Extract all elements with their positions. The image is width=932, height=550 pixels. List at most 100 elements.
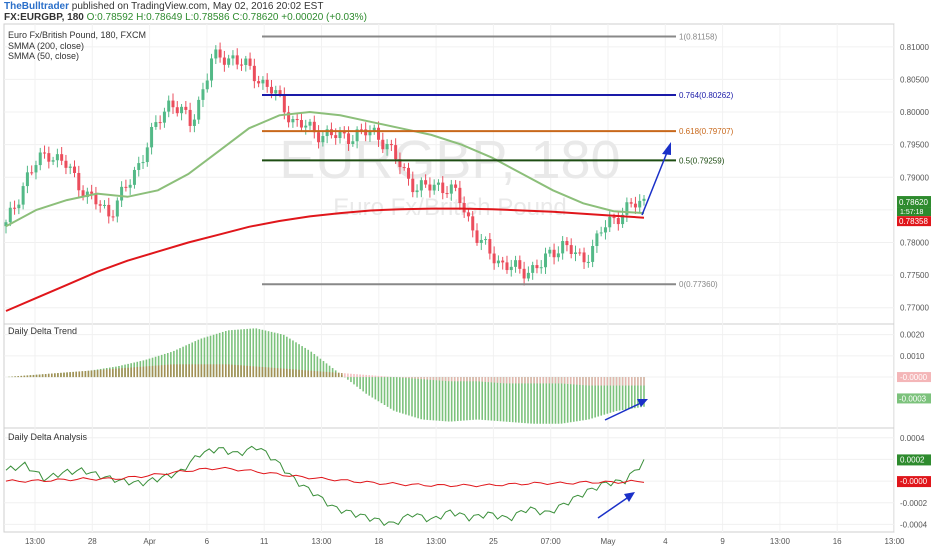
author-link[interactable]: TheBulltrader: [4, 1, 70, 12]
candle-body: [180, 106, 184, 114]
x-tick-label: 6: [205, 537, 210, 546]
smma200-line: [5, 207, 645, 312]
legend-delta-trend: Daily Delta Trend: [8, 326, 77, 336]
candle-body: [30, 172, 34, 174]
symbol-label: FX:EURGBP, 180: [4, 12, 84, 23]
candle-body: [556, 253, 560, 258]
candle-body: [218, 49, 222, 58]
candle-body: [141, 162, 145, 164]
analysis-badge-red-text: -0.0000: [900, 477, 928, 486]
candle-body: [120, 186, 124, 201]
candle-body: [599, 232, 603, 234]
analysis-badge-green-text: 0.0002: [900, 455, 925, 464]
analysis-badge-red: [897, 476, 931, 488]
candle-body: [98, 204, 102, 206]
candle-body: [522, 268, 526, 279]
analysis-y-tick-label: 0.0004: [900, 434, 925, 443]
candle-body: [595, 233, 599, 247]
countdown-badge: [897, 207, 931, 217]
main-series: [4, 42, 646, 312]
candle-body: [364, 129, 368, 136]
candle-body: [612, 216, 616, 219]
x-tick-label: 28: [88, 537, 97, 546]
publish-line: TheBulltrader published on TradingView.c…: [4, 1, 323, 12]
candle-body: [325, 129, 329, 137]
candle-body: [81, 190, 85, 198]
candle-body: [573, 252, 577, 254]
trend-badge-green-text: -0.0003: [899, 394, 927, 403]
candle-body: [261, 79, 265, 84]
fib-level-label: 1(0.81158): [679, 33, 717, 42]
open-value: O:0.78592: [86, 12, 134, 23]
candle-body: [308, 121, 312, 126]
delta-trend-series: [8, 328, 645, 424]
candle-body: [145, 147, 149, 163]
candle-body: [334, 135, 338, 139]
candle-body: [591, 246, 595, 262]
trend-y-tick-label: 0.0010: [900, 352, 925, 361]
delta-analysis-arrow[interactable]: [597, 492, 635, 519]
candle-body: [479, 239, 483, 243]
gridlines: [4, 24, 895, 532]
candle-body: [77, 172, 81, 191]
candle-body: [85, 191, 89, 198]
candle-body: [415, 190, 419, 193]
candle-body: [8, 207, 12, 223]
candle-body: [102, 204, 106, 206]
analysis-y-tick-label: -0.0002: [900, 499, 928, 508]
candle-body: [68, 166, 72, 168]
candle-body: [501, 260, 505, 263]
candle-body: [235, 55, 239, 65]
last-price-text: 0.78620: [899, 198, 928, 207]
candle-body: [466, 212, 470, 217]
candle-body: [282, 94, 286, 113]
candle-body: [111, 216, 115, 218]
candle-body: [518, 260, 522, 269]
candle-body: [73, 166, 77, 173]
candle-body: [321, 136, 325, 143]
candle-body: [265, 79, 269, 87]
candle-body: [424, 180, 428, 185]
candle-body: [205, 80, 209, 90]
candle-body: [312, 121, 316, 133]
x-tick-label: 13:00: [25, 537, 46, 546]
candle-body: [419, 180, 423, 191]
candle-body: [544, 253, 548, 268]
fib-level-label: 0(0.77360): [679, 280, 718, 289]
candle-body: [535, 265, 539, 269]
trend-y-tick-label: 0.0020: [900, 331, 925, 340]
candle-body: [188, 109, 192, 126]
delta-analysis-series: [5, 445, 645, 526]
smma200-badge: [897, 216, 931, 227]
candle-body: [175, 107, 179, 114]
candle-body: [526, 272, 530, 279]
candle-body: [278, 90, 282, 95]
candle-body: [115, 200, 119, 217]
change-value: +0.00020 (+0.03%): [281, 12, 367, 23]
projection-arrow[interactable]: [641, 142, 671, 216]
candle-body: [441, 182, 445, 194]
axes: 0.810000.805000.800000.795000.790000.785…: [25, 43, 931, 546]
candle-body: [484, 239, 488, 241]
main-panel-frame: [3, 23, 895, 325]
candle-body: [488, 239, 492, 254]
candle-body: [227, 58, 231, 65]
publish-text: published on TradingView.com, May 02, 20…: [71, 1, 324, 12]
candle-body: [317, 132, 321, 143]
candle-body: [64, 160, 68, 168]
delta-analysis-red-line: [5, 466, 645, 488]
x-tick-label: 9: [720, 537, 725, 546]
main-y-tick-label: 0.81000: [900, 43, 929, 52]
delta-trend-arrow[interactable]: [604, 399, 648, 421]
candle-body: [514, 260, 518, 267]
analysis-y-tick-label: -0.0004: [900, 520, 928, 529]
candle-body: [55, 154, 59, 161]
candle-body: [368, 130, 372, 136]
main-y-tick-label: 0.78000: [900, 238, 929, 247]
main-y-tick-label: 0.77000: [900, 304, 929, 313]
candle-body: [38, 152, 42, 166]
candle-body: [394, 145, 398, 160]
candle-body: [34, 165, 38, 173]
fibonacci-retracement[interactable]: 1(0.81158) 0.764(0.80262) 0.618(0.79707) 0.…: [262, 33, 734, 290]
